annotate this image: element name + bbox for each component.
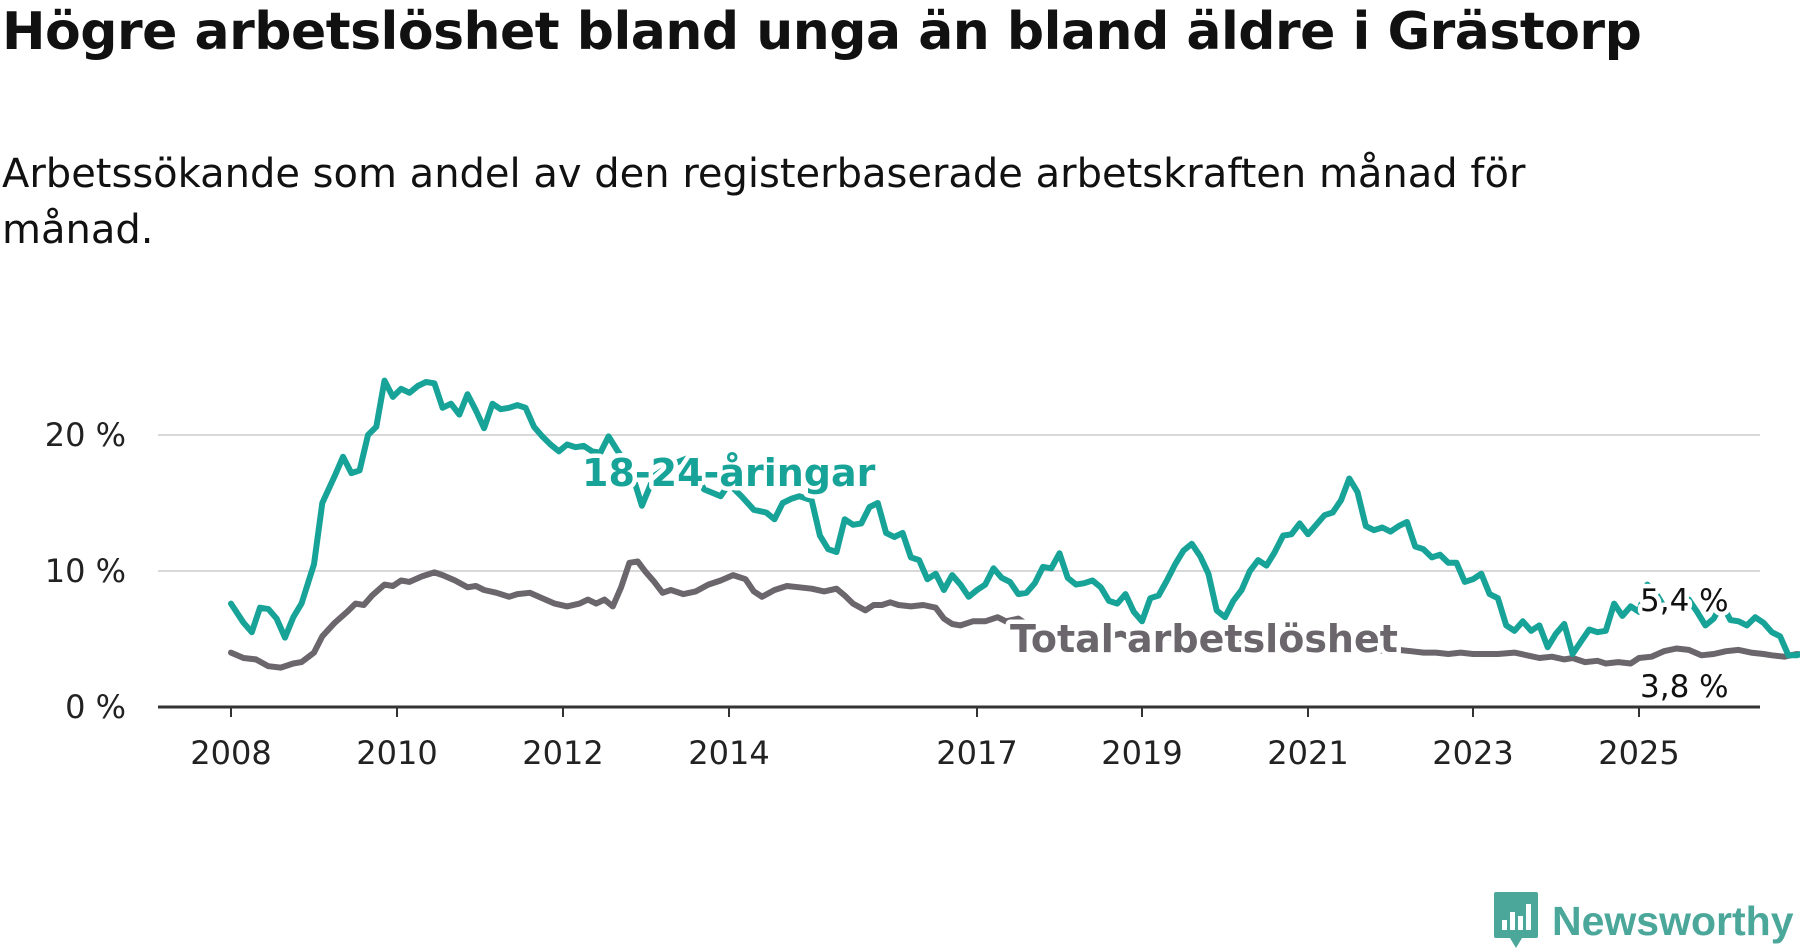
series-layer — [228, 377, 1800, 671]
x-tick-label: 2014 — [688, 734, 769, 772]
grid-lines — [158, 434, 1760, 572]
newsworthy-brand: Newsworthy — [1492, 890, 1794, 952]
x-tick-label: 2021 — [1267, 734, 1348, 772]
x-tick-label: 2025 — [1598, 734, 1679, 772]
newsworthy-logo-icon — [1494, 892, 1538, 948]
series-label-youth: 18-24-åringar — [582, 451, 876, 495]
x-axis: 2008 2010 2012 2014 2017 2019 2021 2023 2025 — [158, 705, 1760, 772]
y-axis: 0 % 10 % 20 % — [45, 416, 126, 726]
y-tick-label: 20 % — [45, 416, 126, 454]
y-tick-label: 0 % — [65, 688, 126, 726]
brand-name: Newsworthy — [1552, 897, 1794, 944]
x-tick-label: 2010 — [356, 734, 437, 772]
y-tick-label: 10 % — [45, 552, 126, 590]
x-tick-label: 2023 — [1432, 734, 1513, 772]
series-line-youth — [228, 377, 1800, 659]
end-label-total: 3,8 % — [1640, 669, 1729, 705]
end-label-youth: 5,4 % — [1640, 583, 1729, 619]
x-tick-label: 2019 — [1101, 734, 1182, 772]
chart-subtitle: Arbetssökande som andel av den registerb… — [2, 151, 1526, 253]
series-labels: 18-24-åringar Total arbetslöshet 5,4 % 3… — [578, 447, 1734, 710]
x-tick-label: 2012 — [522, 734, 603, 772]
chart-title: Högre arbetslöshet bland unga än bland ä… — [2, 2, 1642, 62]
series-label-total: Total arbetslöshet — [1010, 617, 1398, 661]
x-tick-label: 2017 — [936, 734, 1017, 772]
series-line-total — [228, 558, 1800, 671]
x-tick-label: 2008 — [190, 734, 271, 772]
